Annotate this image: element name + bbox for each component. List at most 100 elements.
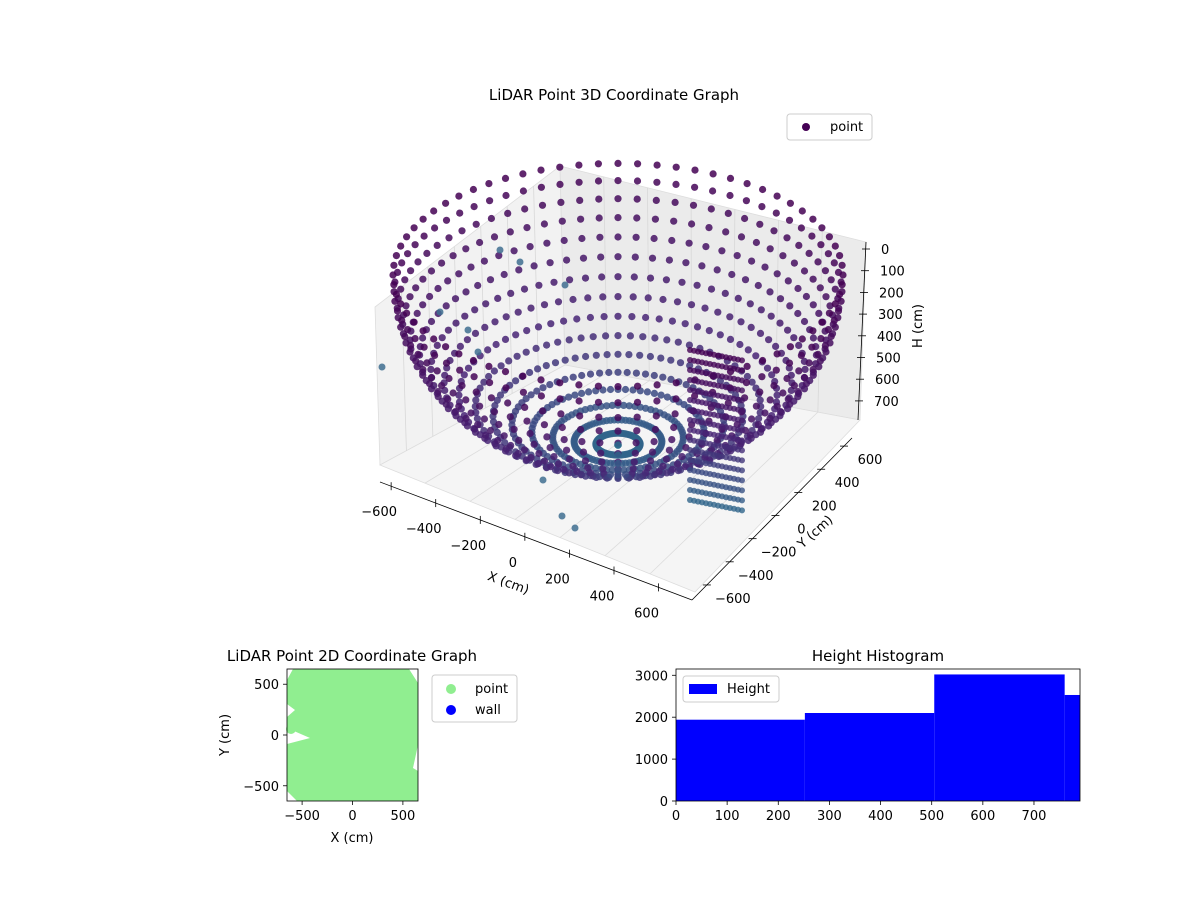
chart-3d-point [444, 277, 452, 285]
chart-3d-point [698, 262, 706, 270]
chart-3d-point [434, 393, 442, 401]
chart-2d-x-tick-label: 0 [348, 809, 356, 824]
chart-3d-point [614, 233, 622, 241]
chart-3d-point [419, 327, 427, 335]
chart-3d-point [596, 439, 604, 447]
chart-3d-point [691, 183, 699, 191]
chart-3d-point [748, 257, 756, 265]
chart-3d-point [462, 288, 470, 296]
chart-2d-x-ticks: −500 0 500 [284, 801, 415, 824]
chart-3d-point [614, 459, 622, 468]
chart-3d-point [784, 277, 792, 285]
histogram-bar [934, 674, 1065, 801]
chart-3d-point [492, 340, 500, 349]
chart-3d-point [739, 507, 745, 514]
chart-3d-point [576, 412, 584, 420]
chart-3d-point [462, 414, 470, 422]
chart-3d-point [558, 217, 566, 225]
chart-3d-point [650, 389, 659, 397]
chart-3d-z-tick-label: 600 [875, 373, 900, 388]
chart-3d-point [495, 420, 503, 429]
chart-3d-point [739, 387, 745, 394]
chart-3d-point [501, 335, 510, 343]
chart-3d-point [474, 421, 482, 429]
chart-3d-point [743, 372, 752, 381]
chart-3d-point [576, 196, 584, 204]
chart-3d-point [746, 431, 754, 439]
chart-3d-point [783, 374, 791, 383]
chart-3d-point [427, 365, 435, 373]
chart-3d-point [831, 300, 839, 308]
chart-3d-point [550, 278, 558, 286]
chart-3d-point [728, 270, 736, 279]
chart-3d-point [427, 267, 436, 275]
chart-3d-point [659, 373, 667, 381]
chart-3d-point-cloud [378, 159, 847, 532]
chart-3d-point [754, 421, 762, 429]
chart-3d-point [411, 241, 419, 249]
chart-3d-point [681, 320, 689, 328]
chart-3d-point [406, 348, 414, 356]
chart-3d-point [726, 191, 734, 200]
chart-3d-point [800, 374, 809, 382]
chart-3d-point [801, 365, 809, 373]
chart-3d-y-ticks: 600 400 200 0−200 −400 −600 [702, 445, 882, 607]
chart-3d-z-tick-label: 200 [879, 286, 904, 301]
chart-3d-point [838, 261, 846, 269]
chart-3d-point [633, 427, 641, 435]
chart-3d-point [614, 350, 622, 358]
chart-3d-point [653, 397, 661, 405]
histogram-legend-swatch [689, 684, 717, 694]
chart-3d-point [718, 247, 726, 255]
histogram-y-tick-label: 2000 [635, 711, 668, 726]
chart-3d-point [625, 351, 633, 359]
chart-3d-point [836, 252, 844, 260]
chart-3d-point [556, 395, 564, 403]
chart-3d-point [707, 205, 715, 213]
chart-3d-point [716, 331, 724, 339]
histogram-legend: Height [682, 675, 780, 703]
chart-3d-point [526, 243, 534, 251]
chart-3d-point [606, 385, 615, 394]
chart-3d-point [515, 436, 523, 444]
chart-3d-point [476, 402, 484, 410]
chart-3d-point [676, 359, 685, 367]
chart-3d-point [672, 180, 680, 188]
chart-3d-point [423, 359, 431, 367]
chart-3d-point [510, 247, 518, 255]
chart-3d-point [758, 373, 766, 381]
chart-2d-legend-wall-label: wall [475, 703, 501, 718]
chart-2d-legend-point-label: point [475, 682, 508, 697]
chart-3d-point [838, 281, 846, 289]
chart-3d-point [569, 462, 577, 470]
chart-3d-point [653, 381, 661, 389]
chart-3d-point [614, 466, 622, 474]
chart-3d-point [808, 343, 816, 351]
chart-3d-point [756, 329, 765, 337]
chart-3d-point [511, 377, 520, 385]
histogram-x-tick-label: 700 [1022, 809, 1047, 824]
chart-3d-point [633, 413, 641, 421]
chart-3d-point [650, 234, 658, 243]
chart-3d-point [739, 437, 745, 444]
chart-3d-point [392, 290, 400, 298]
chart-3d-y-axis-line [691, 437, 853, 601]
chart-3d-point [831, 285, 839, 293]
chart-3d-point [538, 201, 547, 209]
chart-3d-point [523, 417, 531, 425]
chart-3d-gridline [480, 226, 487, 408]
histogram-x-ticks: 0 100 200 300 400 500 600 700 [672, 801, 1047, 824]
chart-3d-x-tick-label: −400 [406, 522, 442, 537]
chart-3d-point [419, 215, 427, 223]
chart-3d-point [438, 259, 446, 267]
chart-3d-point [752, 352, 760, 360]
chart-3d-point [486, 197, 494, 205]
chart-3d-point [589, 333, 597, 341]
chart-3d-point [526, 429, 534, 438]
chart-3d-point [827, 332, 835, 341]
chart-3d-point [747, 323, 755, 331]
chart-3d-point [678, 453, 686, 461]
chart-3d-point [831, 242, 839, 250]
chart-3d-point [578, 389, 586, 397]
chart-3d-point [455, 402, 463, 410]
